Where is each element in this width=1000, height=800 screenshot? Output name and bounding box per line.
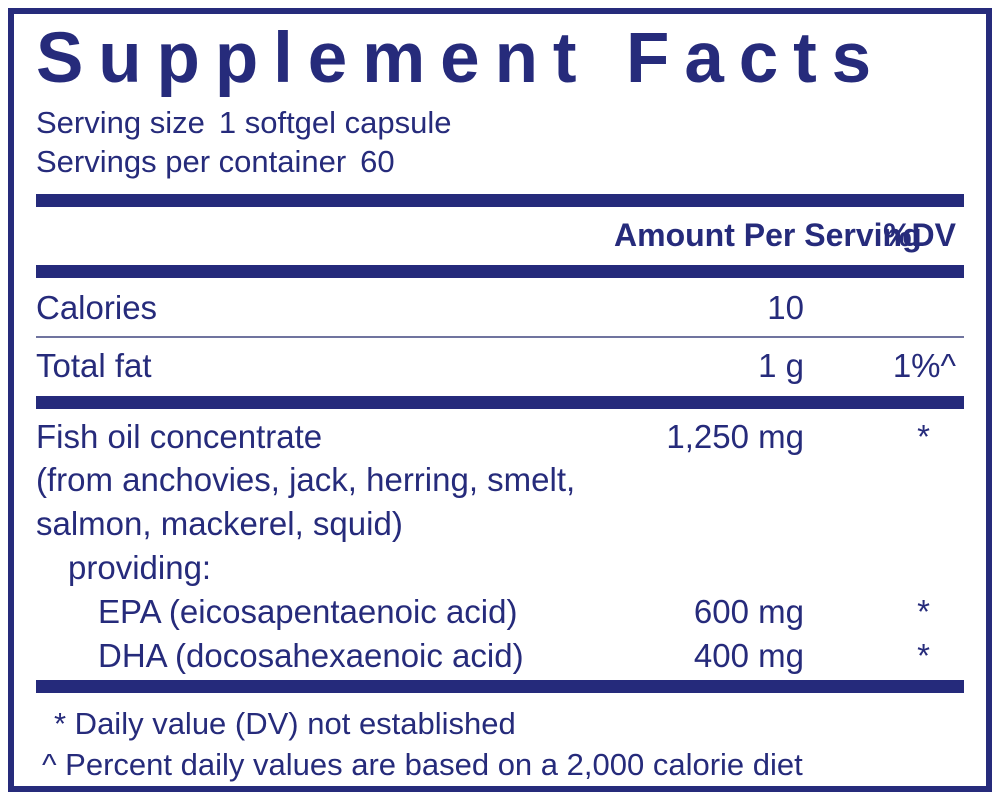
- panel-title: Supplement Facts: [36, 19, 887, 98]
- divider-bar-mid: [36, 395, 964, 409]
- divider-bar-header: [36, 264, 964, 278]
- nutrient-dv-asterisk: *: [917, 417, 930, 455]
- fish-oil-source-line-1: (from anchovies, jack, herring, smelt,: [36, 460, 576, 498]
- servings-per-container-label: Servings per container: [36, 143, 347, 179]
- servings-per-container-line: Servings per container 60: [36, 142, 964, 181]
- serving-info: Serving size 1 softgel capsule Servings p…: [36, 103, 964, 181]
- amount-per-serving-header: Amount Per Serving: [614, 216, 922, 253]
- footnotes: * Daily value (DV) not established ^ Per…: [36, 695, 964, 785]
- nutrient-amount: 1,250 mg: [666, 417, 804, 455]
- nutrient-name: Total fat: [36, 346, 152, 384]
- percent-dv-header: %DV: [883, 216, 956, 253]
- fish-oil-source-line-2: salmon, mackerel, squid): [36, 504, 403, 542]
- table-row-epa: EPA (eicosapentaenoic acid) 600 mg *: [36, 590, 964, 634]
- nutrient-name: DHA (docosahexaenoic acid): [98, 636, 524, 674]
- serving-size-value: 1 softgel capsule: [218, 104, 452, 140]
- nutrient-amount: 10: [767, 288, 804, 326]
- divider-rule-thin: [36, 335, 964, 338]
- nutrient-amount: 400 mg: [693, 636, 804, 674]
- servings-per-container-value: 60: [360, 143, 395, 179]
- table-row-fish-oil: Fish oil concentrate 1,250 mg *: [36, 411, 964, 458]
- nutrient-name: EPA (eicosapentaenoic acid): [98, 592, 518, 630]
- column-header-row: Amount Per Serving %DV: [36, 209, 964, 263]
- serving-size-line: Serving size 1 softgel capsule: [36, 103, 964, 142]
- footnote-daily-value: * Daily value (DV) not established: [54, 705, 516, 741]
- nutrient-dv: 1%^: [892, 346, 956, 384]
- nutrient-amount: 600 mg: [693, 592, 804, 630]
- providing-label: providing:: [68, 548, 212, 586]
- divider-bar-top: [36, 193, 964, 207]
- serving-size-label: Serving size: [36, 104, 205, 140]
- table-row-calories: Calories 10: [36, 280, 964, 336]
- footnote-percent-daily-values: ^ Percent daily values are based on a 2,…: [42, 746, 803, 782]
- divider-bar-bottom: [36, 679, 964, 693]
- nutrient-name: Fish oil concentrate: [36, 417, 323, 455]
- nutrient-dv-asterisk: *: [917, 592, 930, 630]
- table-row-dha: DHA (docosahexaenoic acid) 400 mg *: [36, 634, 964, 678]
- nutrient-name: Calories: [36, 288, 158, 326]
- supplement-facts-panel: Supplement Facts Serving size 1 softgel c…: [8, 8, 992, 792]
- nutrient-amount: 1 g: [758, 346, 804, 384]
- table-row-total-fat: Total fat 1 g 1%^: [36, 338, 964, 394]
- nutrient-dv-asterisk: *: [917, 636, 930, 674]
